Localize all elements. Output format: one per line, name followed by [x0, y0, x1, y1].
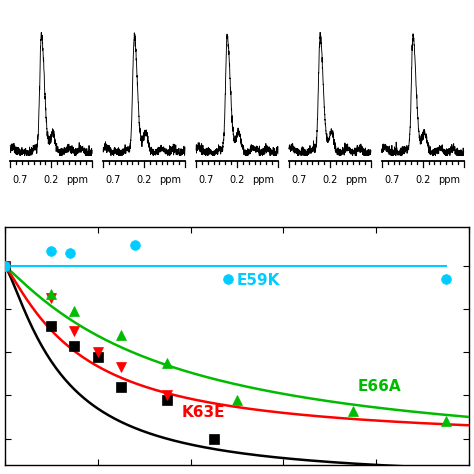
Text: 0.2: 0.2: [322, 175, 337, 185]
Text: 0.7: 0.7: [198, 175, 214, 185]
Text: ppm: ppm: [252, 175, 274, 185]
Text: 0.7: 0.7: [291, 175, 307, 185]
Text: 0.2: 0.2: [44, 175, 59, 185]
Text: 0.7: 0.7: [384, 175, 400, 185]
Text: 0.7: 0.7: [12, 175, 28, 185]
Bar: [191, 0, 283, 189]
Text: E66A: E66A: [358, 379, 401, 394]
Bar: [283, 0, 376, 189]
Bar: [5, 0, 98, 189]
Text: ppm: ppm: [345, 175, 367, 185]
Text: 0.2: 0.2: [229, 175, 245, 185]
Text: K63E: K63E: [181, 405, 225, 420]
Text: 0.7: 0.7: [105, 175, 121, 185]
Text: ppm: ppm: [66, 175, 88, 185]
Text: ppm: ppm: [159, 175, 181, 185]
Bar: [376, 0, 469, 189]
Text: 0.2: 0.2: [415, 175, 430, 185]
Text: 0.2: 0.2: [137, 175, 152, 185]
Text: ppm: ppm: [438, 175, 460, 185]
Text: E59K: E59K: [237, 273, 281, 289]
Bar: [98, 0, 191, 189]
